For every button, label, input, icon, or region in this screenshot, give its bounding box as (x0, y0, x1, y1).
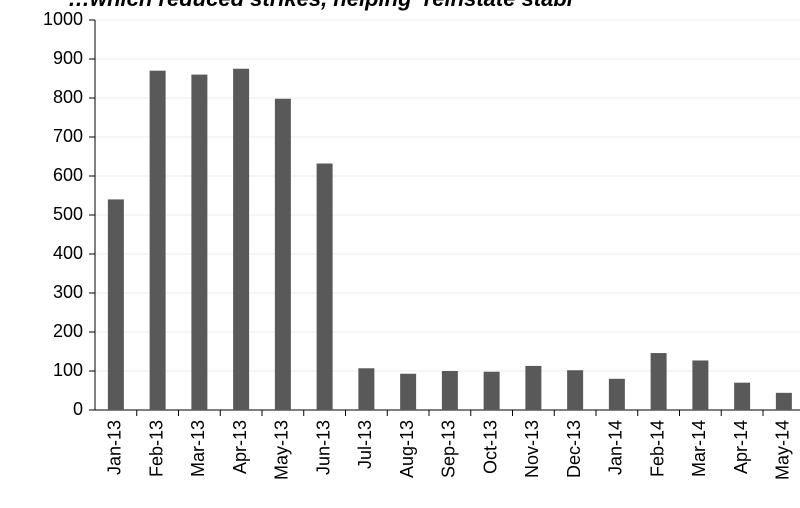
x-tick-label: Jun-13 (313, 420, 333, 475)
bar (316, 163, 333, 410)
x-tick-label: May-14 (773, 420, 793, 480)
y-tick-label: 400 (53, 243, 83, 263)
x-tick-label: Feb-14 (647, 420, 667, 477)
chart-title: …which reduced strikes, helping ‘reinsta… (68, 0, 574, 11)
bar (650, 353, 667, 410)
bar (191, 74, 208, 410)
bar (400, 373, 417, 410)
bar (483, 371, 500, 410)
bar (441, 371, 458, 410)
bar (692, 360, 709, 410)
bar (233, 68, 250, 410)
x-tick-label: May-13 (272, 420, 292, 480)
y-tick-label: 100 (53, 360, 83, 380)
y-tick-label: 0 (73, 399, 83, 419)
y-tick-label: 200 (53, 321, 83, 341)
y-tick-label: 800 (53, 87, 83, 107)
y-tick-label: 1000 (43, 9, 83, 29)
x-tick-label: Jan-13 (105, 420, 125, 475)
y-tick-label: 500 (53, 204, 83, 224)
x-tick-label: Apr-13 (230, 420, 250, 474)
x-tick-label: Jul-13 (355, 420, 375, 469)
x-tick-label: Feb-13 (146, 420, 166, 477)
bar (107, 199, 124, 410)
x-tick-label: Sep-13 (439, 420, 459, 478)
bar (734, 382, 751, 410)
bar (775, 392, 792, 410)
y-tick-label: 700 (53, 126, 83, 146)
x-tick-label: Aug-13 (397, 420, 417, 478)
y-tick-label: 300 (53, 282, 83, 302)
bar (608, 378, 625, 410)
x-tick-label: Dec-13 (564, 420, 584, 478)
x-tick-label: Nov-13 (522, 420, 542, 478)
x-tick-label: Mar-13 (188, 420, 208, 477)
y-tick-label: 600 (53, 165, 83, 185)
bar (274, 98, 291, 410)
x-tick-label: Oct-13 (480, 420, 500, 474)
bar (358, 368, 375, 410)
x-tick-label: Mar-14 (689, 420, 709, 477)
x-tick-label: Apr-14 (731, 420, 751, 474)
y-tick-label: 900 (53, 48, 83, 68)
bar (525, 365, 542, 410)
bar (149, 70, 166, 410)
x-tick-label: Jan-14 (606, 420, 626, 475)
bar (567, 370, 584, 410)
